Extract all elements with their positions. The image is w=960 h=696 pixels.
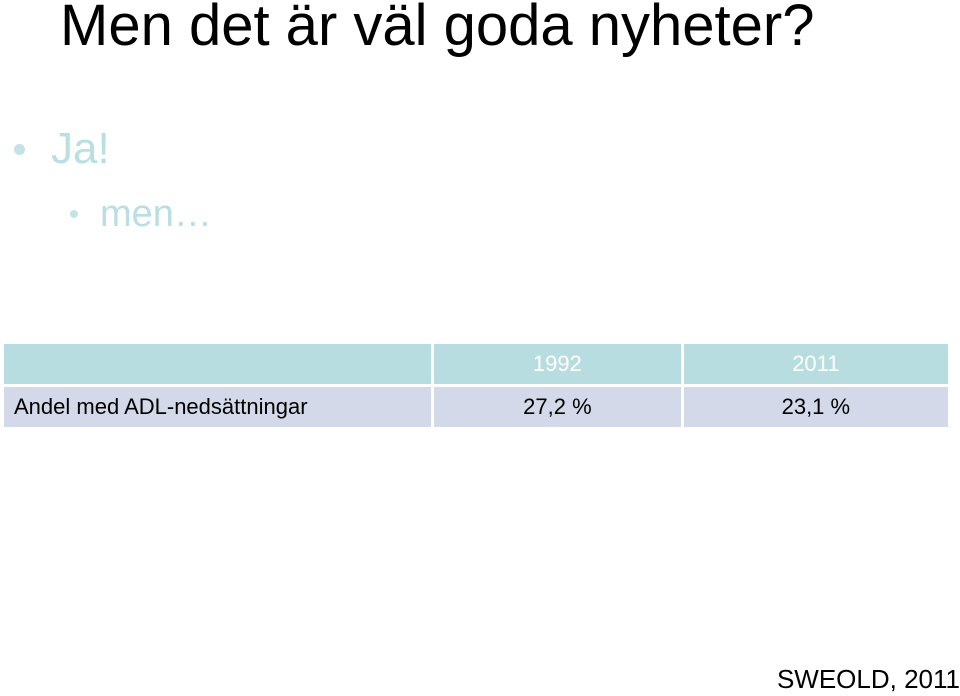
bullet-level-1: Ja!: [14, 122, 110, 176]
bullet-dot-icon: [70, 210, 78, 218]
data-table: 1992 2011 Andel med ADL-nedsättningar 27…: [4, 344, 948, 427]
bullet-level-2: men…: [70, 190, 212, 238]
bullet-text: men…: [100, 193, 212, 235]
source-citation: SWEOLD, 2011: [776, 664, 960, 694]
table-row: Andel med ADL-nedsättningar 27,2 % 23,1 …: [4, 384, 948, 427]
table-header-row: 1992 2011: [4, 344, 948, 384]
bullet-text: Ja!: [51, 124, 110, 173]
bullet-dot-icon: [14, 143, 25, 155]
header-cell-2011: 2011: [680, 344, 948, 384]
header-cell-1992: 1992: [431, 344, 681, 384]
row-label-cell: Andel med ADL-nedsättningar: [4, 384, 432, 427]
value-cell-2011: 23,1 %: [680, 384, 948, 427]
slide-title: Men det är väl goda nyheter?: [60, 0, 815, 58]
header-cell-label: [4, 344, 432, 384]
value-cell-1992: 27,2 %: [431, 384, 681, 427]
